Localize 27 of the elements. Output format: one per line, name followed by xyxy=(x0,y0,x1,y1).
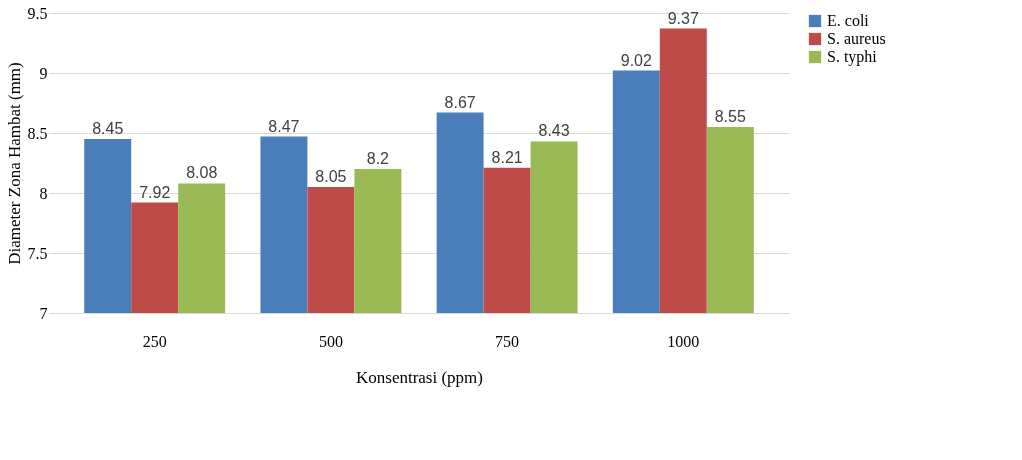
legend-label: E. coli xyxy=(827,12,870,29)
y-tick-label: 7 xyxy=(39,304,48,322)
legend-label: S. typhi xyxy=(827,48,878,66)
data-label: 8.21 xyxy=(491,148,523,166)
data-label: 7.92 xyxy=(139,183,171,201)
data-label: 8.55 xyxy=(714,108,746,125)
data-label: 8.47 xyxy=(268,117,300,135)
x-tick-label: 750 xyxy=(495,332,520,350)
data-label: 8.08 xyxy=(186,164,218,182)
data-label: 8.2 xyxy=(366,150,390,167)
y-axis-title: Diameter Zona Hambat (mm) xyxy=(4,62,24,265)
x-tick-label: 1000 xyxy=(667,332,700,350)
data-label: 9.37 xyxy=(667,9,699,27)
y-tick-label: 8.5 xyxy=(27,124,48,142)
data-label: 8.67 xyxy=(444,93,476,111)
y-tick-label: 7.5 xyxy=(27,244,48,262)
data-label: 9.02 xyxy=(620,51,652,69)
data-label: 8.43 xyxy=(538,122,570,140)
data-label: 8.05 xyxy=(315,168,347,185)
y-tick-label: 8 xyxy=(39,184,48,202)
y-tick-label: 9 xyxy=(39,64,48,82)
data-label: 8.45 xyxy=(92,120,124,137)
x-tick-label: 500 xyxy=(318,332,343,350)
legend-label: S. aureus xyxy=(827,30,886,47)
x-axis-title: Konsentrasi (ppm) xyxy=(355,367,484,387)
y-tick-label: 9.5 xyxy=(27,4,48,22)
x-tick-label: 250 xyxy=(142,332,167,350)
